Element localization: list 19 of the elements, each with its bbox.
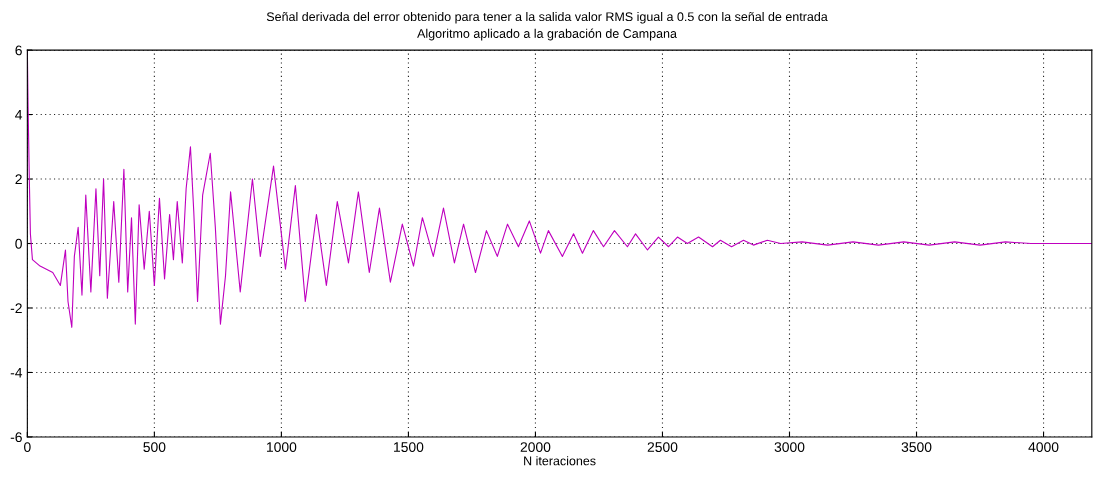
x-tick-label: 2000 (520, 442, 551, 452)
x-axis-title: N iteraciones (524, 456, 596, 466)
y-tick-label: -2 (10, 303, 22, 314)
chart-title: Señal derivada del error obtenido para tener a la salida valor RMS igual a 0.5 con la señal de entrada (266, 11, 828, 24)
y-tick-label: -4 (10, 367, 23, 378)
y-tick-label: -6 (10, 432, 22, 443)
x-tick-label: 500 (143, 442, 166, 452)
x-tick-label: 1500 (394, 442, 424, 452)
x-tick-label: 0 (24, 442, 31, 452)
x-tick-label: 4000 (1028, 442, 1059, 452)
y-tick-label: 4 (15, 110, 23, 120)
y-tick-label: 6 (15, 45, 22, 56)
y-tick-label: 0 (15, 238, 22, 249)
chart-subtitle: Algoritmo aplicado a la grabación de Campana (417, 28, 677, 41)
x-tick-label: 1000 (267, 442, 297, 452)
y-tick-label: 2 (15, 174, 22, 185)
x-tick-label: 2500 (647, 442, 678, 452)
x-tick-label: 3000 (774, 442, 805, 452)
x-tick-label: 3500 (901, 442, 932, 452)
